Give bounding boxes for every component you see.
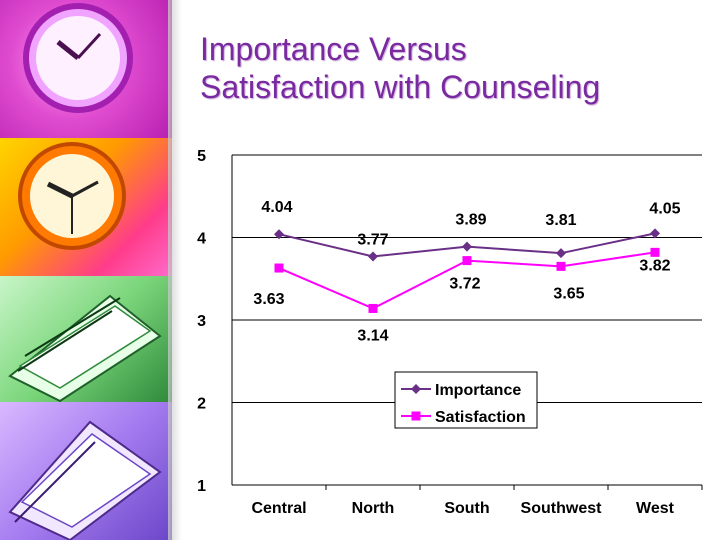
legend-marker-satisfaction: [411, 411, 421, 421]
y-tick-1: 1: [197, 478, 206, 495]
y-tick-5: 5: [197, 148, 206, 165]
y-tick-3: 3: [197, 313, 206, 330]
label-importance-0: 4.04: [261, 199, 292, 216]
label-satisfaction-0: 3.63: [253, 291, 284, 308]
grid-lines: [232, 154, 702, 486]
legend-label-satisfaction: Satisfaction: [435, 409, 526, 426]
point-satisfaction-2: [462, 256, 472, 266]
stack-papers-green-icon: [0, 276, 172, 403]
clock-orange-icon: [0, 138, 172, 276]
axes: [231, 155, 703, 490]
point-importance-4: [650, 228, 660, 239]
label-importance-3: 3.81: [545, 212, 576, 229]
label-importance-1: 3.77: [357, 231, 388, 248]
point-importance-2: [462, 241, 472, 252]
point-importance-0: [274, 229, 284, 240]
legend-marker-importance: [411, 384, 421, 394]
x-tick-south: South: [444, 500, 489, 517]
y-tick-2: 2: [197, 396, 206, 413]
title-line-1: Importance Versus: [200, 31, 467, 67]
decorative-sidebar: [0, 0, 182, 542]
label-importance-2: 3.89: [455, 212, 486, 229]
point-importance-3: [556, 248, 566, 259]
label-satisfaction-2: 3.72: [449, 276, 480, 293]
label-satisfaction-3: 3.65: [553, 285, 584, 302]
x-tick-central: Central: [251, 500, 306, 517]
x-tick-southwest: Southwest: [521, 500, 603, 517]
point-satisfaction-3: [556, 261, 566, 271]
x-tick-north: North: [352, 500, 395, 517]
label-satisfaction-1: 3.14: [357, 327, 388, 344]
sidebar-edge-shadow: [168, 0, 182, 540]
point-satisfaction-0: [274, 263, 284, 273]
line-chart: 1 2 3 4 5 Central North South Southwest West 4.0…: [197, 148, 703, 517]
label-importance-4: 4.05: [649, 200, 680, 217]
legend: Importance Satisfaction: [394, 371, 538, 429]
legend-label-importance: Importance: [435, 382, 521, 399]
x-tick-west: West: [636, 500, 675, 517]
point-importance-1: [368, 251, 378, 262]
y-tick-4: 4: [197, 231, 206, 248]
series-lines: [274, 228, 660, 313]
y-tick-labels: 1 2 3 4 5: [197, 148, 206, 495]
label-satisfaction-4: 3.82: [639, 257, 670, 274]
stack-papers-purple-icon: [0, 402, 172, 542]
data-labels: 4.04 3.77 3.89 3.81 4.05 3.63 3.14 3.72 3.65 3.82: [253, 199, 680, 344]
title-line-2: Satisfaction with Counseling: [200, 69, 601, 105]
point-satisfaction-1: [368, 303, 378, 313]
page-title: Importance Versus Satisfaction with Coun…: [200, 30, 700, 106]
clock-purple-icon: [0, 0, 172, 138]
x-tick-labels: Central North South Southwest West: [251, 500, 674, 517]
point-satisfaction-4: [650, 247, 660, 257]
